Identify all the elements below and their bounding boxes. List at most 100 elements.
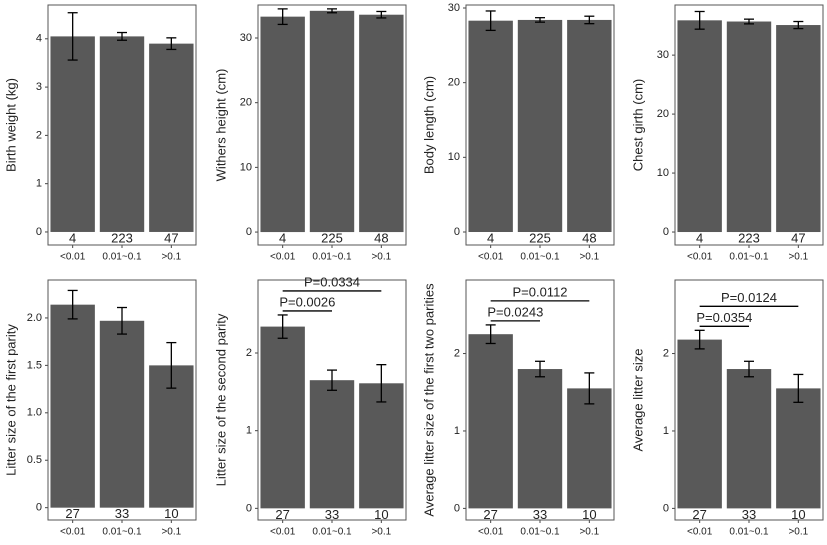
y-axis-label: Average litter size	[630, 348, 645, 451]
count-label: 33	[115, 506, 129, 521]
bar	[776, 25, 821, 233]
bar	[309, 380, 355, 509]
count-label: 4	[69, 230, 76, 245]
bar	[567, 388, 612, 509]
bar	[309, 10, 355, 233]
y-axis-label: Litter size of the first parity	[3, 324, 18, 476]
y-tick-label: 4	[36, 33, 42, 45]
significance-label: P=0.0026	[279, 294, 335, 309]
bar	[677, 339, 722, 509]
count-label: 33	[325, 507, 339, 522]
y-tick-label: 1	[663, 425, 669, 437]
x-tick-label: >0.1	[579, 527, 599, 538]
y-tick-label: 0	[36, 502, 42, 514]
y-tick-label: 30	[448, 2, 460, 14]
count-label: 27	[65, 506, 79, 521]
x-tick-label: <0.01	[478, 252, 504, 263]
x-tick-label: <0.01	[687, 527, 713, 538]
count-label: 225	[529, 230, 551, 245]
x-tick-label: <0.01	[270, 527, 296, 538]
panel-border	[257, 279, 407, 521]
y-tick-label: 2	[36, 129, 42, 141]
y-tick-label: 3	[36, 81, 42, 93]
x-tick-label: <0.01	[687, 252, 713, 263]
significance-label: P=0.0243	[487, 304, 543, 319]
count-label: 33	[533, 507, 547, 522]
x-tick-label: 0.01~0.1	[312, 252, 352, 263]
x-tick-label: <0.01	[270, 252, 296, 263]
count-label: 10	[164, 506, 178, 521]
bar	[567, 19, 612, 233]
y-tick-label: 0.5	[27, 454, 42, 466]
bar	[468, 20, 513, 233]
bar	[359, 14, 404, 233]
panel-border	[674, 279, 824, 521]
x-tick-label: 0.01~0.1	[520, 252, 560, 263]
y-tick-label: 1	[246, 425, 252, 437]
bar	[677, 20, 722, 233]
panel-border	[257, 4, 407, 246]
bar	[50, 304, 95, 508]
x-tick-label: 0.01~0.1	[102, 527, 142, 538]
x-tick-label: <0.01	[478, 527, 504, 538]
y-axis-label: Withers height (cm)	[213, 69, 228, 182]
count-label: 4	[696, 230, 703, 245]
y-tick-label: 0	[454, 226, 460, 238]
y-tick-label: 1	[454, 425, 460, 437]
panel-border	[47, 4, 197, 246]
significance-label: P=0.0334	[304, 274, 360, 289]
x-tick-label: >0.1	[161, 527, 181, 538]
y-tick-label: 30	[240, 32, 252, 44]
y-tick-label: 10	[240, 161, 252, 173]
count-label: 10	[374, 507, 388, 522]
y-axis-label: Average litter size of the first two par…	[421, 283, 436, 517]
y-tick-label: 20	[240, 97, 252, 109]
x-tick-label: 0.01~0.1	[729, 252, 769, 263]
x-tick-label: >0.1	[371, 527, 391, 538]
bar	[50, 36, 95, 232]
bar	[726, 21, 772, 233]
significance-label: P=0.0112	[512, 284, 567, 299]
count-label: 4	[279, 230, 286, 245]
x-tick-label: <0.01	[60, 252, 86, 263]
count-label: 225	[321, 230, 343, 245]
count-label: 223	[738, 230, 760, 245]
bar	[776, 388, 821, 509]
bar	[359, 383, 404, 509]
x-tick-label: >0.1	[371, 252, 391, 263]
bar	[260, 16, 305, 233]
y-tick-label: 0	[36, 226, 42, 238]
x-tick-label: <0.01	[60, 527, 86, 538]
count-label: 27	[692, 507, 706, 522]
count-label: 10	[791, 507, 805, 522]
significance-label: P=0.0124	[721, 290, 777, 305]
bar	[517, 369, 563, 509]
y-tick-label: 20	[657, 108, 669, 120]
y-tick-label: 0	[663, 502, 669, 514]
count-label: 47	[791, 230, 805, 245]
y-tick-label: 2.0	[27, 312, 42, 324]
bar	[468, 334, 513, 509]
x-tick-label: 0.01~0.1	[102, 252, 142, 263]
y-tick-label: 1.5	[27, 359, 42, 371]
panel-border	[465, 279, 615, 521]
panel-border	[465, 4, 615, 246]
y-axis-label: Litter size of the second parity	[213, 313, 228, 486]
y-axis-label: Birth weight (kg)	[3, 78, 18, 172]
count-label: 27	[275, 507, 289, 522]
bar	[260, 326, 305, 509]
count-label: 10	[582, 507, 596, 522]
y-tick-label: 0	[246, 226, 252, 238]
x-tick-label: >0.1	[788, 252, 808, 263]
y-tick-label: 2	[246, 347, 252, 359]
y-tick-label: 10	[448, 151, 460, 163]
bar	[726, 369, 772, 509]
x-tick-label: 0.01~0.1	[729, 527, 769, 538]
y-tick-label: 0	[246, 502, 252, 514]
y-tick-label: 0	[454, 502, 460, 514]
count-label: 47	[164, 230, 178, 245]
panel-border	[47, 279, 197, 521]
bar	[149, 43, 194, 232]
count-label: 27	[483, 507, 497, 522]
bar	[149, 365, 194, 508]
